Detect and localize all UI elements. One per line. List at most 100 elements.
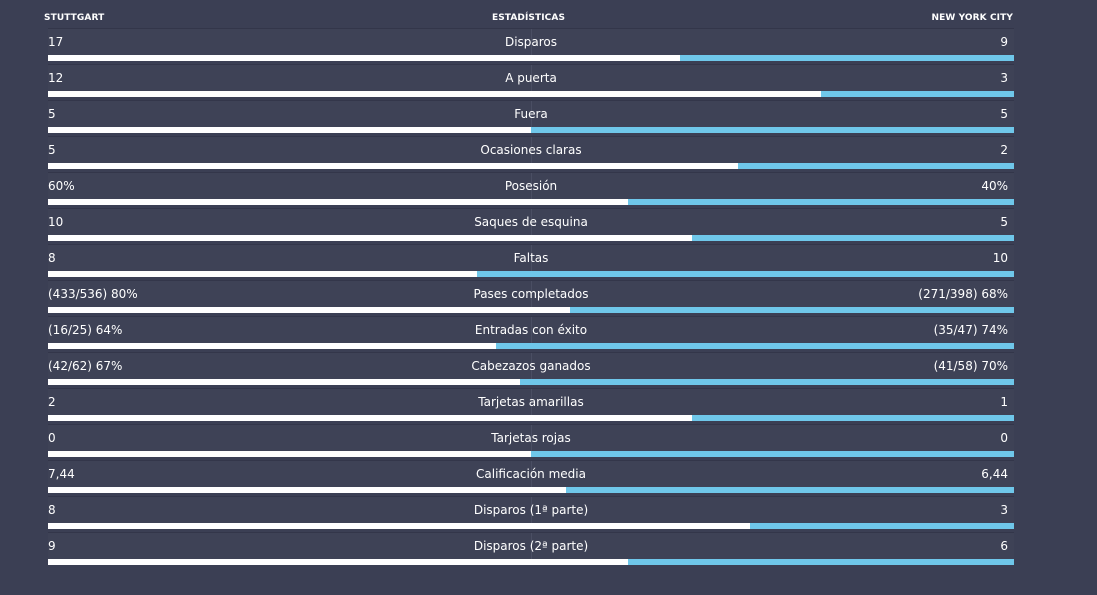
comparison-bar <box>48 91 1014 97</box>
stat-row-background: (16/25) 64% Entradas con éxito (35/47) 74% <box>48 316 1014 349</box>
home-share-bar <box>48 487 566 493</box>
stat-row-background: 8 Disparos (1ª parte) 3 <box>48 496 1014 529</box>
stat-row: (42/62) 67% Cabezazos ganados (41/58) 70% <box>48 352 1014 388</box>
stat-row-background: 2 Tarjetas amarillas 1 <box>48 388 1014 421</box>
stat-row: 8 Disparos (1ª parte) 3 <box>48 496 1014 532</box>
stat-row: 60% Posesión 40% <box>48 172 1014 208</box>
home-share-bar <box>48 271 477 277</box>
comparison-bar <box>48 487 1014 493</box>
stat-label: A puerta <box>505 71 557 85</box>
home-share-bar <box>48 163 738 169</box>
away-value: 6 <box>1000 539 1008 553</box>
away-value: (271/398) 68% <box>918 287 1008 301</box>
stat-row: (16/25) 64% Entradas con éxito (35/47) 74% <box>48 316 1014 352</box>
home-share-bar <box>48 127 531 133</box>
home-value: 9 <box>48 539 56 553</box>
stat-row-background: 17 Disparos 9 <box>48 28 1014 61</box>
stat-row-background: (433/536) 80% Pases completados (271/398) … <box>48 280 1014 313</box>
stat-label: Cabezazos ganados <box>471 359 591 373</box>
away-value: 5 <box>1000 215 1008 229</box>
home-value: 0 <box>48 431 56 445</box>
home-value: 8 <box>48 503 56 517</box>
home-share-bar <box>48 199 628 205</box>
home-share-bar <box>48 559 628 565</box>
home-value: 5 <box>48 143 56 157</box>
home-value: 12 <box>48 71 64 85</box>
away-value: 2 <box>1000 143 1008 157</box>
away-value: (35/47) 74% <box>933 323 1008 337</box>
home-share-bar <box>48 379 521 385</box>
home-share-bar <box>48 307 570 313</box>
comparison-bar <box>48 199 1014 205</box>
stats-table: 17 Disparos 9 12 A puerta 3 5 Fuera 5 5 Ocasiones … <box>48 28 1014 568</box>
comparison-bar <box>48 523 1014 529</box>
away-value: 40% <box>981 179 1008 193</box>
comparison-bar <box>48 271 1014 277</box>
home-share-bar <box>48 451 531 457</box>
stat-row: 5 Fuera 5 <box>48 100 1014 136</box>
stat-row: 9 Disparos (2ª parte) 6 <box>48 532 1014 568</box>
comparison-bar <box>48 235 1014 241</box>
stat-row-background: 7,44 Calificación media 6,44 <box>48 460 1014 493</box>
comparison-bar <box>48 163 1014 169</box>
away-value: 1 <box>1000 395 1008 409</box>
stat-label: Posesión <box>504 179 558 193</box>
stat-row: 10 Saques de esquina 5 <box>48 208 1014 244</box>
stats-title: ESTADÍSTICAS <box>491 13 566 23</box>
comparison-bar <box>48 379 1014 385</box>
home-value: 7,44 <box>48 467 75 481</box>
away-value: 3 <box>1000 71 1008 85</box>
away-value: 0 <box>1000 431 1008 445</box>
home-value: 17 <box>48 35 64 49</box>
home-value: (16/25) 64% <box>48 323 123 337</box>
stat-label: Calificación media <box>476 467 586 481</box>
stat-row-background: 10 Saques de esquina 5 <box>48 208 1014 241</box>
away-value: 6,44 <box>981 467 1008 481</box>
away-value: 3 <box>1000 503 1008 517</box>
stat-label: Pases completados <box>473 287 589 301</box>
stat-label: Tarjetas amarillas <box>478 395 584 409</box>
away-team-name: NEW YORK CITY <box>931 13 1013 23</box>
home-value: 2 <box>48 395 56 409</box>
stat-row-background: 0 Tarjetas rojas 0 <box>48 424 1014 457</box>
stat-row-background: 8 Faltas 10 <box>48 244 1014 277</box>
stat-row: (433/536) 80% Pases completados (271/398) … <box>48 280 1014 316</box>
away-value: 9 <box>1000 35 1008 49</box>
home-team-name: STUTTGART <box>44 13 105 23</box>
home-share-bar <box>48 415 693 421</box>
stat-row: 12 A puerta 3 <box>48 64 1014 100</box>
stat-row: 2 Tarjetas amarillas 1 <box>48 388 1014 424</box>
home-share-bar <box>48 235 693 241</box>
home-share-bar <box>48 55 680 61</box>
home-value: 8 <box>48 251 56 265</box>
comparison-bar <box>48 307 1014 313</box>
stat-label: Faltas <box>513 251 549 265</box>
home-share-bar <box>48 91 821 97</box>
home-value: (433/536) 80% <box>48 287 138 301</box>
home-share-bar <box>48 523 751 529</box>
home-share-bar <box>48 343 497 349</box>
comparison-bar <box>48 559 1014 565</box>
comparison-bar <box>48 415 1014 421</box>
stat-row-background: 5 Ocasiones claras 2 <box>48 136 1014 169</box>
stat-row-background: 9 Disparos (2ª parte) 6 <box>48 532 1014 565</box>
stat-label: Entradas con éxito <box>474 323 588 337</box>
stat-label: Disparos <box>504 35 558 49</box>
stats-header: STUTTGART ESTADÍSTICAS NEW YORK CITY <box>44 13 1013 27</box>
comparison-bar <box>48 127 1014 133</box>
stat-row: 7,44 Calificación media 6,44 <box>48 460 1014 496</box>
stat-row: 8 Faltas 10 <box>48 244 1014 280</box>
stat-row-background: 5 Fuera 5 <box>48 100 1014 133</box>
comparison-bar <box>48 451 1014 457</box>
stat-label: Fuera <box>514 107 548 121</box>
stat-label: Disparos (1ª parte) <box>473 503 589 517</box>
away-value: 5 <box>1000 107 1008 121</box>
away-value: (41/58) 70% <box>933 359 1008 373</box>
home-value: (42/62) 67% <box>48 359 123 373</box>
home-value: 5 <box>48 107 56 121</box>
stat-row: 0 Tarjetas rojas 0 <box>48 424 1014 460</box>
stat-row: 5 Ocasiones claras 2 <box>48 136 1014 172</box>
stat-label: Disparos (2ª parte) <box>473 539 589 553</box>
comparison-bar <box>48 343 1014 349</box>
comparison-bar <box>48 55 1014 61</box>
